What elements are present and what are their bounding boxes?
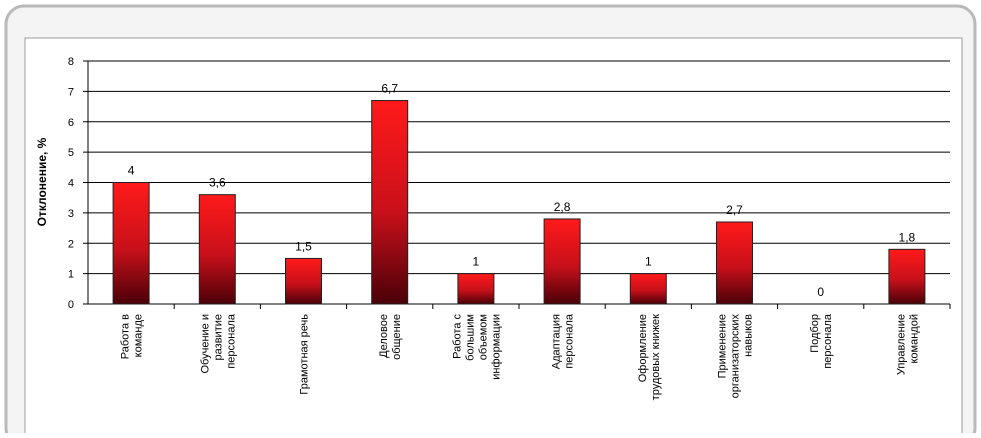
- y-tick-label: 5: [68, 147, 74, 159]
- value-label: 4: [128, 164, 135, 178]
- value-label: 1: [645, 255, 652, 269]
- plot-frame: [24, 37, 963, 438]
- x-tick-label-line: общение: [391, 314, 403, 360]
- y-tick-label: 1: [68, 269, 74, 281]
- x-tick-label-line: персонала: [822, 313, 834, 369]
- y-tick-label: 0: [68, 299, 74, 311]
- bar: [285, 257, 322, 305]
- value-label: 0: [817, 285, 824, 299]
- x-tick-label-line: развитие: [212, 314, 224, 360]
- x-tick-label-line: Работа с: [451, 314, 463, 359]
- bar: [888, 248, 926, 305]
- x-tick-label-line: информации: [490, 314, 502, 380]
- x-tick-label-line: организаторских: [730, 314, 742, 399]
- x-tick-label-line: Применение: [717, 314, 729, 378]
- y-tick-label: 3: [68, 208, 74, 220]
- value-label: 1,5: [295, 239, 312, 253]
- x-tick-label: Адаптацияперсонала: [551, 313, 576, 369]
- y-tick-label: 2: [68, 238, 74, 250]
- value-label: 1,8: [899, 230, 916, 244]
- x-tick-label-line: Оформление: [637, 314, 649, 382]
- x-tick-label: Деловоеобщение: [378, 314, 403, 360]
- x-tick-label: Применениеорганизаторскихнавыков: [717, 314, 755, 399]
- x-tick-label-line: Управление: [895, 314, 907, 375]
- bar: [629, 273, 667, 305]
- x-tick-label-line: Подбор: [809, 314, 821, 353]
- bar: [371, 99, 409, 305]
- bar: [112, 182, 150, 305]
- x-tick-label-line: Деловое: [378, 314, 390, 358]
- x-tick-label: Грамотная речь: [299, 314, 311, 395]
- y-tick-label: 6: [68, 117, 74, 129]
- bar: [457, 273, 495, 305]
- bar: [198, 194, 236, 305]
- x-tick-label: Оформлениетрудовых книжек: [637, 314, 662, 401]
- x-tick-label: Управлениекомандой: [895, 314, 920, 375]
- value-label: 1: [473, 255, 480, 269]
- x-tick-label-line: трудовых книжек: [650, 314, 662, 401]
- x-tick-label-line: Обучение и: [199, 314, 211, 374]
- x-tick-label-line: персонала: [225, 313, 237, 369]
- x-tick-label-line: команде: [133, 314, 145, 357]
- y-tick-label: 4: [68, 178, 74, 190]
- x-tick-label-line: Грамотная речь: [299, 314, 311, 395]
- x-tick-label-line: командой: [908, 314, 920, 364]
- x-tick-label: Обучение иразвитиеперсонала: [199, 313, 237, 373]
- y-tick-label: 8: [68, 56, 74, 68]
- value-label: 3,6: [209, 176, 226, 190]
- bar: [543, 218, 581, 305]
- x-tick-label-line: Адаптация: [551, 314, 563, 369]
- x-tick-label-line: объемом: [477, 314, 489, 360]
- x-tick-label: Работа вкоманде: [120, 314, 145, 359]
- value-label: 2,8: [554, 200, 571, 214]
- x-tick-label: Подборперсонала: [809, 313, 834, 369]
- value-label: 6,7: [381, 81, 398, 95]
- y-tick-label: 7: [68, 86, 74, 98]
- y-axis-label: Отклонение, %: [35, 137, 49, 226]
- bar: [716, 221, 753, 305]
- x-tick-label: Работа сбольшимобъемоминформации: [451, 314, 502, 380]
- x-tick-label-line: Работа в: [120, 314, 132, 359]
- x-tick-label-line: большим: [464, 314, 476, 361]
- x-tick-label-line: навыков: [743, 314, 755, 357]
- x-tick-label-line: персонала: [564, 313, 576, 369]
- value-label: 2,7: [726, 203, 743, 217]
